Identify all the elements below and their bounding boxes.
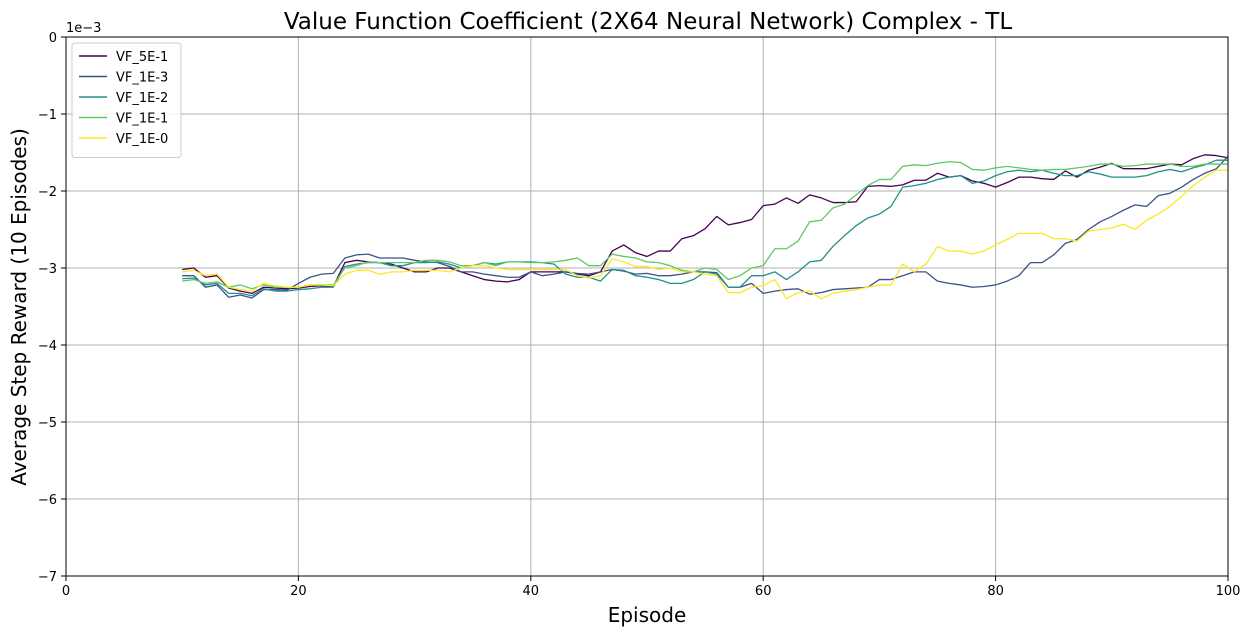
y-axis-label: Average Step Reward (10 Episodes): [7, 128, 31, 486]
y-tick-label: 0: [49, 31, 57, 46]
y-tick-label: −7: [38, 570, 57, 585]
legend-entry: VF_1E-0: [116, 132, 168, 147]
legend-entry: VF_1E-3: [116, 71, 168, 86]
x-tick-label: 0: [62, 584, 70, 599]
x-axis-label: Episode: [608, 603, 687, 627]
y-tick-label: −6: [38, 493, 57, 508]
x-tick-label: 100: [1216, 584, 1241, 599]
y-scale-label: 1e−3: [66, 21, 101, 36]
chart-title: Value Function Coefficient (2X64 Neural …: [284, 9, 1013, 35]
series-line-vf-1e-2: [182, 159, 1228, 297]
plot-frame: [65, 36, 1229, 577]
series-lines: [182, 154, 1229, 300]
axis-ticks: 0 20 40 60 80 100 0 −1 −2 −3 −4 −5 −6 −7: [38, 31, 1241, 599]
legend-entry: VF_1E-1: [116, 112, 168, 127]
x-tick-label: 80: [987, 584, 1004, 599]
x-tick-label: 60: [755, 584, 772, 599]
series-line-vf-5e-1: [182, 154, 1229, 295]
x-tick-label: 20: [290, 584, 307, 599]
x-tick-label: 40: [523, 584, 540, 599]
series-line-vf-1e-0: [182, 169, 1228, 300]
series-line-vf-1e-1: [182, 161, 1228, 290]
legend-entry: VF_1E-2: [116, 91, 168, 106]
grid: [65, 36, 1229, 577]
y-tick-label: −3: [38, 262, 57, 277]
y-tick-label: −2: [38, 185, 57, 200]
legend-entry: VF_5E-1: [116, 50, 168, 65]
y-tick-label: −4: [38, 339, 57, 354]
y-tick-label: −5: [38, 416, 57, 431]
legend: VF_5E-1 VF_1E-3 VF_1E-2 VF_1E-1 VF_1E-0: [71, 42, 182, 158]
y-tick-label: −1: [38, 108, 57, 123]
legend-box: [71, 42, 182, 158]
